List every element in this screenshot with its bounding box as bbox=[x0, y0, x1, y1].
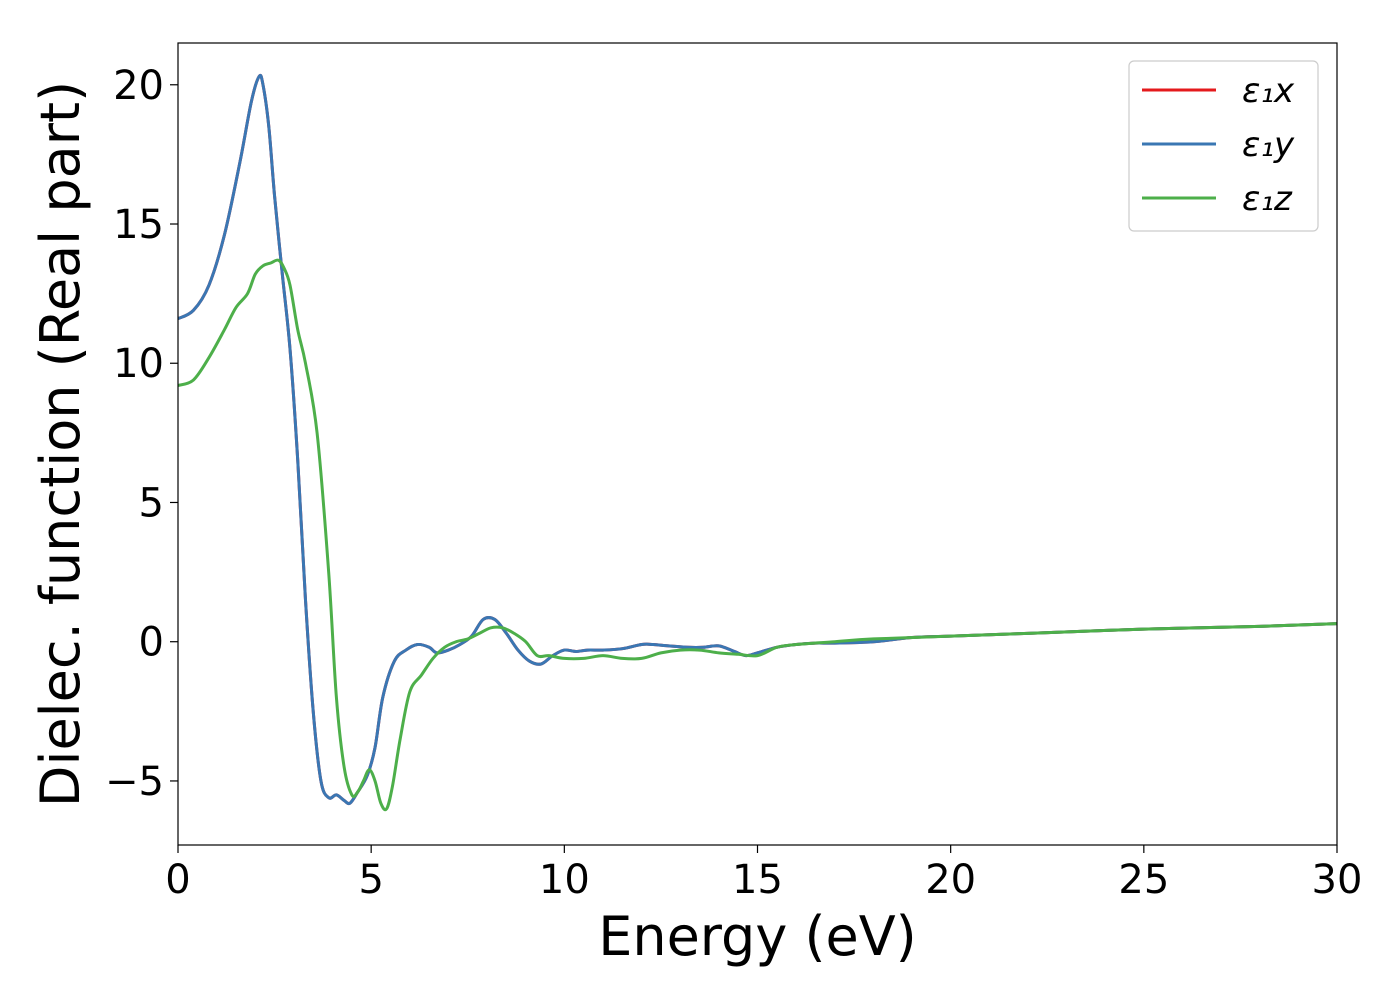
x-axis: 0 5 10 15 20 25 30 bbox=[165, 845, 1362, 903]
x-tick-label: 15 bbox=[732, 857, 783, 903]
y-axis: −5 0 5 10 15 20 bbox=[105, 63, 178, 805]
x-tick-label: 25 bbox=[1118, 857, 1169, 903]
legend-label-3: ε₁z bbox=[1242, 179, 1293, 219]
series-layer bbox=[178, 73, 1337, 812]
y-axis-title: Dielec. function (Real part) bbox=[29, 81, 92, 807]
x-tick-label: 5 bbox=[358, 857, 383, 903]
y-tick-label: 5 bbox=[139, 480, 164, 526]
x-tick-label: 10 bbox=[539, 857, 590, 903]
x-tick-label: 30 bbox=[1312, 857, 1363, 903]
x-tick-label: 0 bbox=[165, 857, 190, 903]
legend-label-1: ε₁x bbox=[1242, 71, 1295, 111]
series-line-3 bbox=[178, 258, 1337, 812]
legend-label-2: ε₁y bbox=[1242, 125, 1295, 165]
y-tick-label: 15 bbox=[113, 202, 164, 248]
y-tick-label: 10 bbox=[113, 341, 164, 387]
x-tick-label: 20 bbox=[925, 857, 976, 903]
legend-box bbox=[1128, 60, 1319, 232]
y-tick-label: −5 bbox=[105, 759, 164, 805]
y-tick-label: 0 bbox=[139, 620, 164, 666]
x-axis-title: Energy (eV) bbox=[598, 905, 917, 968]
legend: ε₁x ε₁y ε₁z bbox=[1128, 60, 1319, 232]
y-tick-label: 20 bbox=[113, 63, 164, 109]
